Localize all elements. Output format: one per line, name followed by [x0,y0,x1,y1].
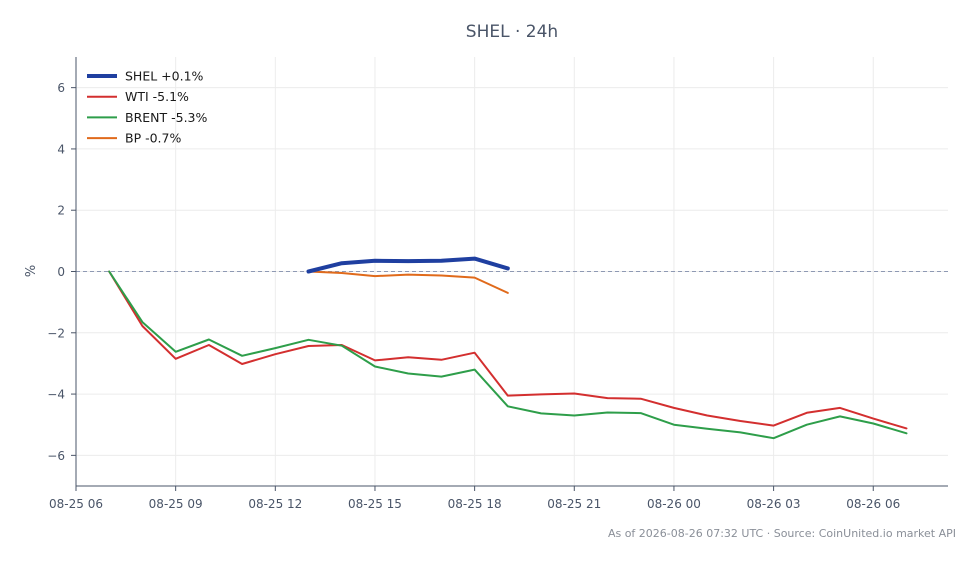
x-tick-label: 08-25 21 [547,497,601,511]
y-tick-label: 6 [57,81,65,95]
legend-label-bp: BP -0.7% [125,131,181,146]
legend-label-brent: BRENT -5.3% [125,110,208,125]
legend-label-wti: WTI -5.1% [125,89,189,104]
x-tick-label: 08-26 03 [747,497,801,511]
series-line-bp [307,270,509,294]
legend-label-shel: SHEL +0.1% [125,69,204,84]
series-lines [108,256,908,440]
x-tick-label: 08-26 00 [647,497,701,511]
tick-labels: 6 4 2 0 −2 −4 −6 08-25 06 08-25 09 08-25 12 08-25 … [47,81,900,511]
x-tick-label: 08-25 06 [49,497,103,511]
legend: SHEL +0.1% WTI -5.1% BRENT -5.3% BP -0.7% [87,69,208,146]
x-tick-label: 08-25 15 [348,497,402,511]
y-tick-label: 2 [57,204,65,218]
axes [71,57,948,491]
y-axis-label: % [24,265,39,277]
y-tick-label: −2 [47,326,65,340]
y-tick-label: −4 [47,388,65,402]
x-tick-label: 08-25 12 [248,497,302,511]
y-tick-label: 4 [57,142,65,156]
series-line-shel [306,256,510,274]
series-line-brent [108,270,908,440]
footer-source: As of 2026-08-26 07:32 UTC · Source: Coi… [608,527,956,540]
y-tick-label: −6 [47,449,65,463]
series-line-wti [108,270,908,430]
x-tick-label: 08-25 18 [448,497,502,511]
x-tick-label: 08-25 09 [149,497,203,511]
x-tick-label: 08-26 06 [846,497,900,511]
chart-title: SHEL · 24h [466,22,558,42]
y-tick-label: 0 [57,265,65,279]
